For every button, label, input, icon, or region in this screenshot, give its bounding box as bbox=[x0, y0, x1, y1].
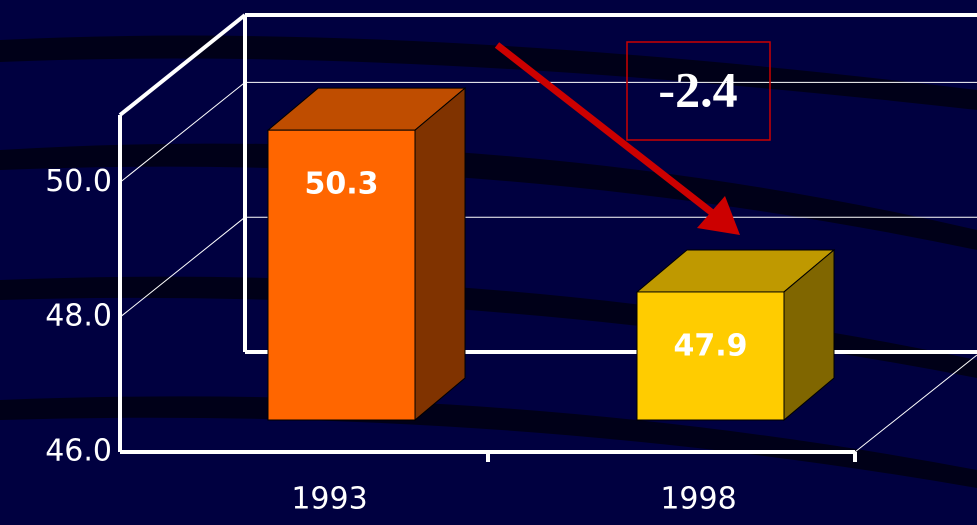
y-tick-label: 50.0 bbox=[45, 164, 112, 199]
annotation: -2.4 bbox=[658, 61, 737, 117]
streak bbox=[0, 143, 977, 250]
wall-top bbox=[118, 13, 247, 117]
bar-side bbox=[414, 87, 466, 422]
value-label: 50.3 bbox=[304, 167, 378, 202]
y-tick-label: 48.0 bbox=[45, 299, 112, 334]
bar bbox=[267, 129, 416, 421]
arrow-head bbox=[697, 196, 740, 235]
x-tick-label: 1998 bbox=[660, 482, 736, 517]
value-label: 47.9 bbox=[673, 328, 747, 363]
bar bbox=[636, 291, 785, 421]
annotation-box bbox=[626, 41, 771, 141]
streak bbox=[0, 396, 977, 488]
y-tick-label: 46.0 bbox=[45, 434, 112, 469]
x-tick-label: 1993 bbox=[291, 482, 367, 517]
arrow-shaft bbox=[494, 42, 718, 218]
grid-line bbox=[119, 216, 246, 318]
axes-frame bbox=[118, 13, 977, 462]
floor-right bbox=[854, 354, 977, 453]
grid-line bbox=[119, 82, 246, 183]
